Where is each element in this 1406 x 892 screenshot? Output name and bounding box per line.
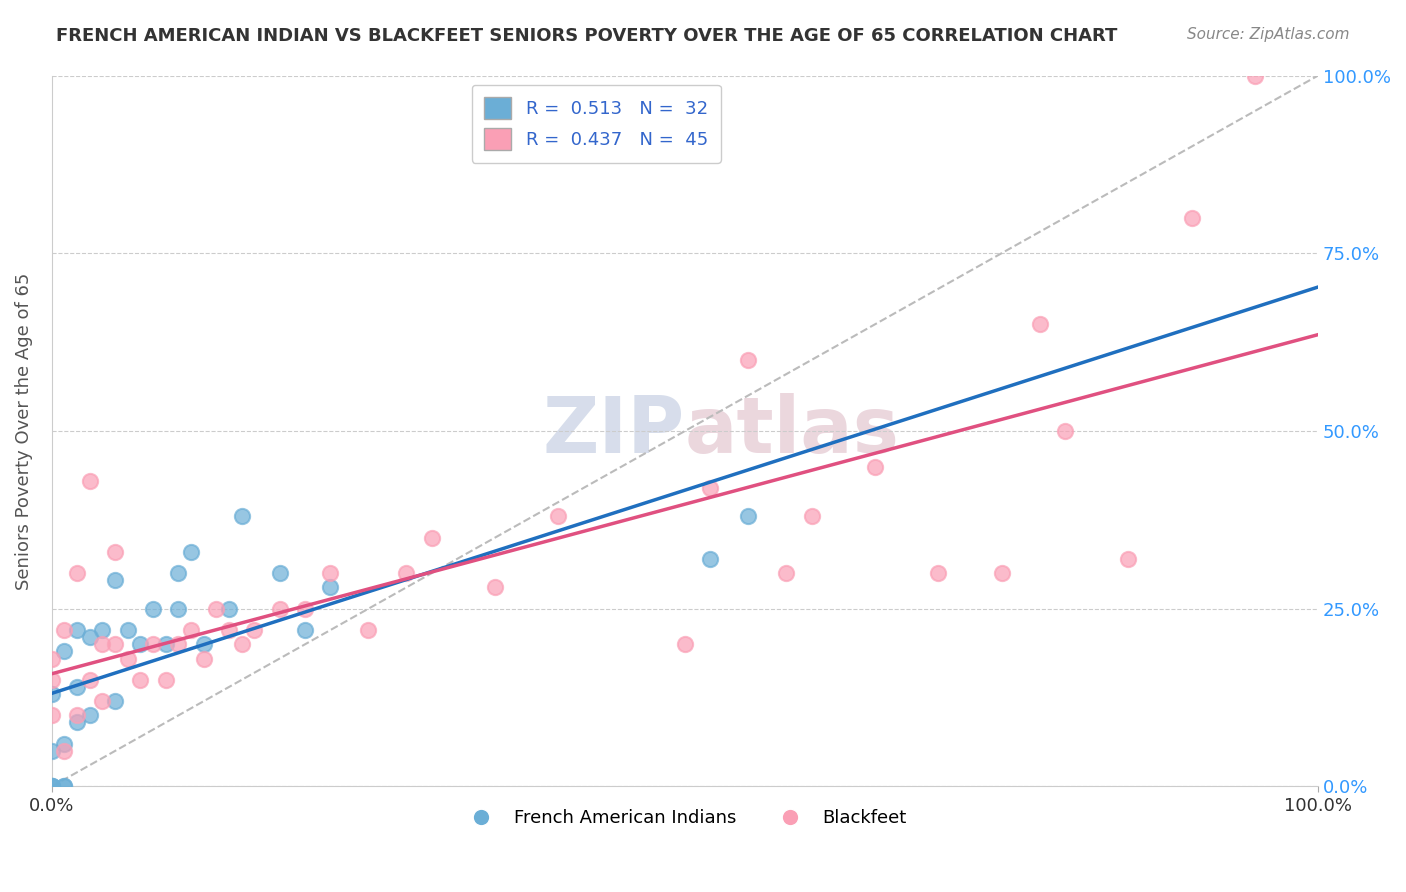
Point — [41, 651, 63, 665]
Text: Source: ZipAtlas.com: Source: ZipAtlas.com — [1187, 27, 1350, 42]
Point — [547, 509, 569, 524]
Point — [117, 623, 139, 637]
Point — [167, 601, 190, 615]
Point — [53, 623, 76, 637]
Point — [41, 708, 63, 723]
Point — [53, 780, 76, 794]
Point — [699, 481, 721, 495]
Point — [41, 780, 63, 794]
Point — [1116, 552, 1139, 566]
Point — [420, 531, 443, 545]
Point — [205, 601, 228, 615]
Point — [243, 623, 266, 637]
Text: ZIP: ZIP — [543, 393, 685, 469]
Point — [66, 708, 89, 723]
Point — [53, 644, 76, 658]
Point — [155, 637, 177, 651]
Point — [104, 694, 127, 708]
Point — [155, 673, 177, 687]
Point — [104, 545, 127, 559]
Point — [863, 459, 886, 474]
Point — [395, 566, 418, 581]
Point — [117, 651, 139, 665]
Point — [142, 637, 165, 651]
Point — [53, 780, 76, 794]
Point — [167, 566, 190, 581]
Text: atlas: atlas — [685, 393, 900, 469]
Point — [129, 637, 152, 651]
Point — [180, 545, 202, 559]
Point — [193, 637, 215, 651]
Point — [104, 574, 127, 588]
Legend: French American Indians, Blackfeet: French American Indians, Blackfeet — [456, 802, 914, 834]
Point — [775, 566, 797, 581]
Point — [129, 673, 152, 687]
Point — [294, 601, 316, 615]
Point — [231, 637, 253, 651]
Point — [41, 687, 63, 701]
Point — [269, 566, 291, 581]
Point — [990, 566, 1012, 581]
Point — [1180, 211, 1202, 225]
Point — [53, 737, 76, 751]
Point — [79, 630, 101, 644]
Point — [294, 623, 316, 637]
Point — [699, 552, 721, 566]
Point — [66, 566, 89, 581]
Point — [319, 566, 342, 581]
Point — [1028, 318, 1050, 332]
Point — [142, 601, 165, 615]
Point — [41, 673, 63, 687]
Point — [66, 623, 89, 637]
Point — [357, 623, 380, 637]
Point — [66, 680, 89, 694]
Point — [79, 708, 101, 723]
Point — [167, 637, 190, 651]
Point — [193, 651, 215, 665]
Point — [737, 509, 759, 524]
Point — [927, 566, 949, 581]
Point — [1243, 69, 1265, 83]
Point — [1053, 424, 1076, 438]
Point — [180, 623, 202, 637]
Point — [79, 474, 101, 488]
Point — [218, 623, 240, 637]
Point — [53, 744, 76, 758]
Point — [800, 509, 823, 524]
Point — [218, 601, 240, 615]
Point — [737, 352, 759, 367]
Y-axis label: Seniors Poverty Over the Age of 65: Seniors Poverty Over the Age of 65 — [15, 272, 32, 590]
Point — [673, 637, 696, 651]
Point — [231, 509, 253, 524]
Point — [79, 673, 101, 687]
Point — [104, 637, 127, 651]
Point — [41, 780, 63, 794]
Point — [91, 637, 114, 651]
Point — [484, 581, 506, 595]
Point — [41, 780, 63, 794]
Point — [41, 744, 63, 758]
Point — [91, 694, 114, 708]
Point — [91, 623, 114, 637]
Point — [319, 581, 342, 595]
Point — [269, 601, 291, 615]
Text: FRENCH AMERICAN INDIAN VS BLACKFEET SENIORS POVERTY OVER THE AGE OF 65 CORRELATI: FRENCH AMERICAN INDIAN VS BLACKFEET SENI… — [56, 27, 1118, 45]
Point — [66, 715, 89, 730]
